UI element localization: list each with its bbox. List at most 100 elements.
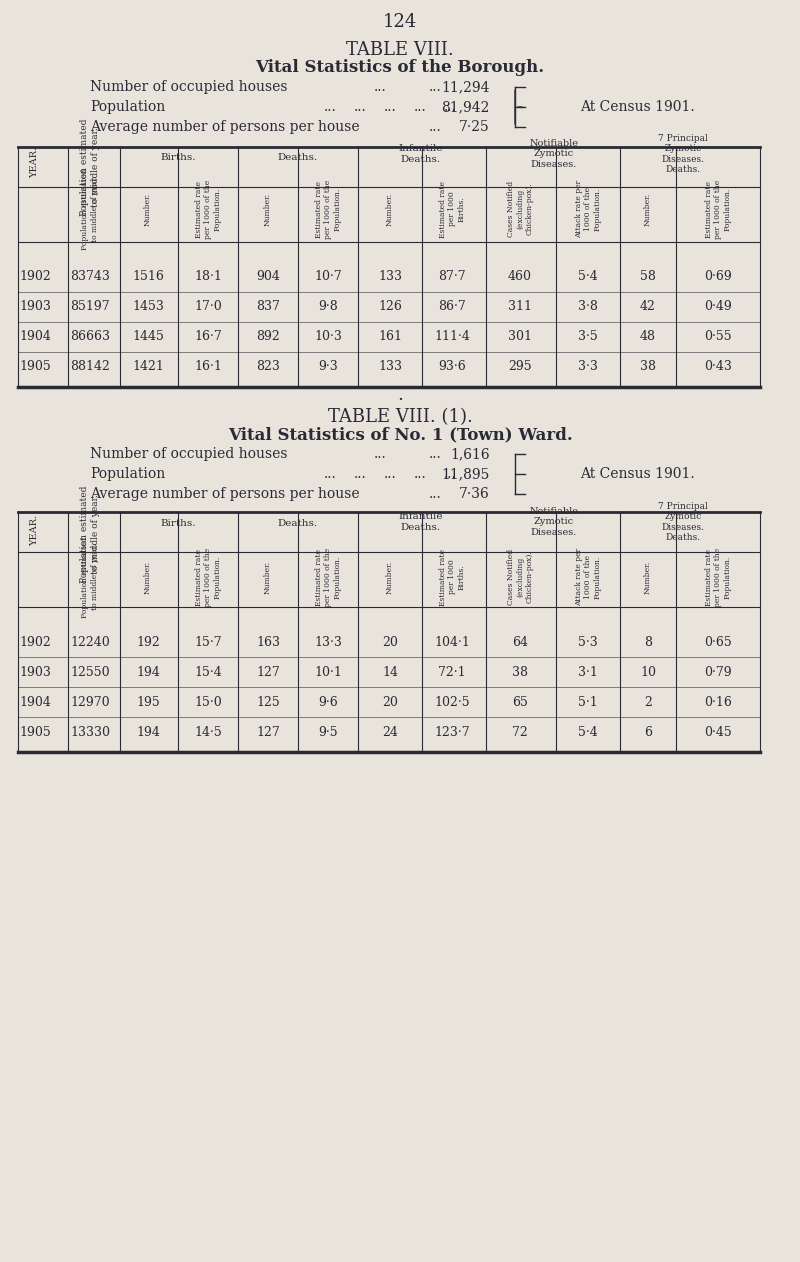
Text: 295: 295 <box>508 361 532 374</box>
Text: 13330: 13330 <box>70 726 110 738</box>
Text: 58: 58 <box>640 270 656 284</box>
Text: 5·1: 5·1 <box>578 695 598 708</box>
Text: 7·36: 7·36 <box>459 487 490 501</box>
Text: 127: 127 <box>256 665 280 679</box>
Text: 1904: 1904 <box>19 331 51 343</box>
Text: 0·45: 0·45 <box>704 726 732 738</box>
Text: ...: ... <box>429 80 442 93</box>
Text: ...: ... <box>429 447 442 461</box>
Text: 3·5: 3·5 <box>578 331 598 343</box>
Text: Vital Statistics of the Borough.: Vital Statistics of the Borough. <box>255 59 545 77</box>
Text: Infantile
Deaths.: Infantile Deaths. <box>398 512 443 531</box>
Text: 72·1: 72·1 <box>438 665 466 679</box>
Text: ...: ... <box>429 120 442 134</box>
Text: 1445: 1445 <box>132 331 164 343</box>
Text: 1902: 1902 <box>19 270 51 284</box>
Text: 9·6: 9·6 <box>318 695 338 708</box>
Text: ...: ... <box>374 447 386 461</box>
Text: Number.: Number. <box>144 560 152 593</box>
Text: ...: ... <box>414 100 426 114</box>
Text: Deaths.: Deaths. <box>278 520 318 529</box>
Text: Number.: Number. <box>644 192 652 226</box>
Text: 837: 837 <box>256 300 280 313</box>
Text: Estimated rate
per 1000 of the
Population.: Estimated rate per 1000 of the Populatio… <box>315 179 341 239</box>
Text: Notifiable
Zymotic
Diseases.: Notifiable Zymotic Diseases. <box>530 139 578 169</box>
Text: Number.: Number. <box>386 192 394 226</box>
Text: 10·3: 10·3 <box>314 331 342 343</box>
Text: 13·3: 13·3 <box>314 636 342 649</box>
Text: TABLE VIII. (1).: TABLE VIII. (1). <box>327 408 473 427</box>
Text: ...: ... <box>414 467 426 481</box>
Text: 1902: 1902 <box>19 636 51 649</box>
Text: 20: 20 <box>382 695 398 708</box>
Text: 65: 65 <box>512 695 528 708</box>
Text: TABLE VIII.: TABLE VIII. <box>346 40 454 59</box>
Text: 124: 124 <box>383 13 417 32</box>
Text: 1,616: 1,616 <box>450 447 490 461</box>
Text: Average number of persons per house: Average number of persons per house <box>90 487 360 501</box>
Text: Births.: Births. <box>160 520 196 529</box>
Text: Infantile
Deaths.: Infantile Deaths. <box>398 144 443 164</box>
Text: Estimated rate
per 1000 of the
Population.: Estimated rate per 1000 of the Populatio… <box>195 179 221 239</box>
Text: 86663: 86663 <box>70 331 110 343</box>
Text: 11,895: 11,895 <box>442 467 490 481</box>
Text: 823: 823 <box>256 361 280 374</box>
Text: Number of occupied houses: Number of occupied houses <box>90 447 287 461</box>
Text: Population estimated
to middle of year.: Population estimated to middle of year. <box>80 486 100 583</box>
Text: 20: 20 <box>382 636 398 649</box>
Text: 10: 10 <box>640 665 656 679</box>
Text: 161: 161 <box>378 331 402 343</box>
Text: 301: 301 <box>508 331 532 343</box>
Text: Population estimated
to middle of year.: Population estimated to middle of year. <box>82 536 98 617</box>
Text: 88142: 88142 <box>70 361 110 374</box>
Text: Vital Statistics of No. 1 (Town) Ward.: Vital Statistics of No. 1 (Town) Ward. <box>228 427 572 443</box>
Text: 8: 8 <box>644 636 652 649</box>
Text: 892: 892 <box>256 331 280 343</box>
Text: 194: 194 <box>136 726 160 738</box>
Text: Notifiable
Zymotic
Diseases.: Notifiable Zymotic Diseases. <box>530 507 578 536</box>
Text: ...: ... <box>324 467 336 481</box>
Text: 87·7: 87·7 <box>438 270 466 284</box>
Text: 83743: 83743 <box>70 270 110 284</box>
Text: 5·4: 5·4 <box>578 270 598 284</box>
Text: 9·8: 9·8 <box>318 300 338 313</box>
Text: 1421: 1421 <box>132 361 164 374</box>
Text: 16·7: 16·7 <box>194 331 222 343</box>
Text: Estimated rate
per 1000 of the
Population.: Estimated rate per 1000 of the Populatio… <box>705 548 731 607</box>
Text: 16·1: 16·1 <box>194 361 222 374</box>
Text: 12240: 12240 <box>70 636 110 649</box>
Text: ...: ... <box>374 80 386 93</box>
Text: 133: 133 <box>378 361 402 374</box>
Text: 133: 133 <box>378 270 402 284</box>
Text: Births.: Births. <box>160 153 196 162</box>
Text: ...: ... <box>354 467 366 481</box>
Text: 10·1: 10·1 <box>314 665 342 679</box>
Text: At Census 1901.: At Census 1901. <box>580 100 694 114</box>
Text: Number.: Number. <box>264 192 272 226</box>
Text: ·: · <box>397 391 403 409</box>
Text: 0·49: 0·49 <box>704 300 732 313</box>
Text: 24: 24 <box>382 726 398 738</box>
Text: 123·7: 123·7 <box>434 726 470 738</box>
Text: Attack rate per
1000 of the
Population.: Attack rate per 1000 of the Population. <box>574 548 602 606</box>
Text: Estimated rate
per 1000
Births.: Estimated rate per 1000 Births. <box>438 180 466 237</box>
Text: 1904: 1904 <box>19 695 51 708</box>
Text: 12550: 12550 <box>70 665 110 679</box>
Text: Deaths.: Deaths. <box>278 153 318 162</box>
Text: 904: 904 <box>256 270 280 284</box>
Text: Estimated rate
per 1000 of the
Population.: Estimated rate per 1000 of the Populatio… <box>195 548 221 607</box>
Text: Average number of persons per house: Average number of persons per house <box>90 120 360 134</box>
Text: Estimated rate
per 1000 of the
Population.: Estimated rate per 1000 of the Populatio… <box>315 548 341 607</box>
Text: 9·5: 9·5 <box>318 726 338 738</box>
Text: 64: 64 <box>512 636 528 649</box>
Text: 1903: 1903 <box>19 665 51 679</box>
Text: 72: 72 <box>512 726 528 738</box>
Text: Population: Population <box>90 467 166 481</box>
Text: 14: 14 <box>382 665 398 679</box>
Text: 1905: 1905 <box>19 726 51 738</box>
Text: 1903: 1903 <box>19 300 51 313</box>
Text: 2: 2 <box>644 695 652 708</box>
Text: 102·5: 102·5 <box>434 695 470 708</box>
Text: Attack rate per
1000 of the
Population.: Attack rate per 1000 of the Population. <box>574 180 602 239</box>
Text: 7·25: 7·25 <box>459 120 490 134</box>
